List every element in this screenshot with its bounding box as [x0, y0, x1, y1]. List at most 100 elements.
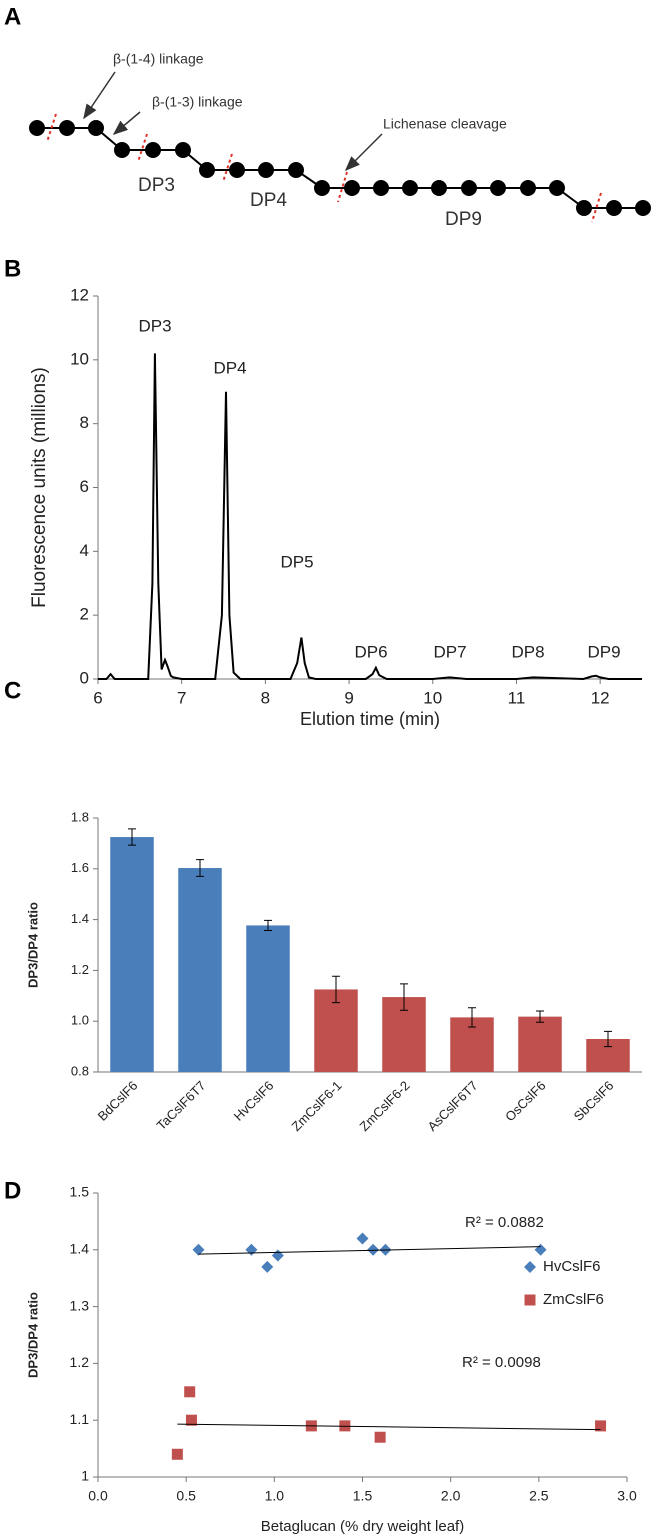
- x-axis-title: Betaglucan (% dry weight leaf): [261, 1518, 464, 1535]
- error-bar: [128, 828, 136, 846]
- point: [192, 1243, 205, 1256]
- peak-label: DP8: [511, 642, 544, 661]
- y-tick-label: 1: [81, 1468, 89, 1484]
- error-bar: [196, 859, 204, 877]
- peak-label: DP3: [138, 316, 171, 335]
- trendline: [198, 1246, 541, 1255]
- panel-letter: C: [4, 677, 21, 704]
- x-axis-title: Elution time (min): [300, 709, 440, 729]
- x-tick-label: OsCslF6: [502, 1078, 548, 1124]
- annotation: R² = 0.0882: [465, 1214, 544, 1231]
- y-tick-label: 1.4: [70, 1241, 90, 1257]
- x-tick-label: 9: [344, 688, 353, 707]
- peak-label: DP6: [354, 642, 387, 661]
- error-bar: [264, 919, 272, 932]
- label: DP9: [445, 209, 482, 230]
- panel: B 0 2 4 6 8 10 12 6 7 8 9 10 11 12 Fluorescence units (…: [4, 255, 642, 729]
- y-tick-label: 0: [80, 668, 89, 687]
- bar: [110, 837, 154, 1072]
- point: [356, 1232, 369, 1245]
- x-tick-label: HvCslF6: [231, 1078, 277, 1124]
- bar: [314, 989, 358, 1072]
- peak-label: DP7: [433, 642, 466, 661]
- x-tick-label: 2.0: [441, 1488, 461, 1504]
- x-tick-label: ZmCslF6-2: [356, 1078, 412, 1134]
- x-tick-label: ZmCslF6-1: [288, 1078, 344, 1134]
- point: [184, 1386, 196, 1398]
- y-axis-title: DP3/DP4 ratio: [25, 902, 40, 988]
- x-tick-label: BdCslF6: [95, 1078, 141, 1124]
- point: [534, 1243, 547, 1256]
- y-tick-label: 6: [80, 477, 89, 496]
- legend-label: ZmCslF6: [543, 1291, 604, 1308]
- panel-a: A β-(1-4) linkage β-(1-3) linkage Lichen…: [4, 3, 651, 230]
- trendline: [177, 1423, 601, 1431]
- peak-label: DP4: [213, 358, 246, 377]
- point: [367, 1243, 380, 1256]
- y-tick-label: 2: [80, 605, 89, 624]
- x-tick-label: 1.0: [265, 1488, 285, 1504]
- point: [245, 1243, 258, 1256]
- y-tick-label: 12: [70, 285, 89, 304]
- panel: D 1 1.1 1.2 1.3 1.4 1.5 0.0 0.5 1.0 1.5 2.0 2.5 3.0 DP…: [4, 1177, 637, 1535]
- y-tick-label: 1.2: [71, 962, 89, 977]
- label: DP4: [250, 190, 287, 211]
- x-tick-label: 0.0: [88, 1488, 108, 1504]
- peak-label: DP9: [587, 642, 620, 661]
- panel-letter: B: [4, 255, 21, 282]
- label: Lichenase cleavage: [383, 116, 507, 132]
- point: [374, 1431, 386, 1443]
- arrows: [83, 71, 383, 172]
- label: β-(1-3) linkage: [152, 94, 243, 110]
- line: [98, 353, 642, 681]
- y-axis-title: Fluorescence units (millions): [29, 367, 50, 608]
- bar: [246, 925, 290, 1072]
- x-tick-label: 10: [423, 688, 442, 707]
- point: [271, 1249, 284, 1262]
- legend-label: HvCslF6: [543, 1258, 601, 1275]
- error-bar: [604, 1030, 612, 1048]
- x-tick-label: AsCslF6T7: [424, 1078, 480, 1134]
- chain: [37, 127, 643, 209]
- bar: [178, 868, 222, 1072]
- y-tick-label: 8: [80, 413, 89, 432]
- x-tick-label: 6: [93, 688, 102, 707]
- y-tick-label: 1.1: [70, 1411, 90, 1427]
- x-tick-label: 2.5: [529, 1488, 549, 1504]
- y-tick-label: 0.8: [71, 1063, 89, 1078]
- legend-marker: [524, 1294, 536, 1306]
- cleavage-marks: [46, 113, 602, 223]
- bar: [518, 1016, 562, 1072]
- x-tick-label: TaCslF6T7: [153, 1078, 208, 1133]
- y-tick-label: 1.0: [71, 1013, 89, 1028]
- x-tick-label: 7: [177, 688, 186, 707]
- y-tick-label: 1.3: [70, 1297, 90, 1313]
- y-tick-label: 4: [80, 541, 89, 560]
- point: [595, 1420, 607, 1432]
- point: [185, 1414, 197, 1426]
- x-tick-label: 3.0: [617, 1488, 637, 1504]
- annotation: R² = 0.0098: [462, 1354, 541, 1371]
- x-tick-label: 8: [261, 688, 270, 707]
- legend-marker: [524, 1261, 536, 1273]
- panel-letter: A: [4, 3, 21, 30]
- error-bar: [332, 975, 340, 1004]
- label: DP3: [138, 175, 175, 196]
- x-tick-label: 12: [591, 688, 610, 707]
- y-tick-label: 1.6: [71, 860, 89, 875]
- peak-label: DP5: [280, 552, 313, 571]
- x-tick-label: 0.5: [176, 1488, 196, 1504]
- residues: [29, 120, 651, 216]
- y-tick-label: 1.2: [70, 1354, 90, 1370]
- y-tick-label: 1.4: [71, 911, 89, 926]
- x-tick-label: 11: [508, 688, 526, 707]
- panel: C 0.8 1.0 1.2 1.4 1.6 1.8 DP3/DP4 ratio BdCslF6 T…: [4, 677, 642, 1134]
- label: β-(1-4) linkage: [113, 51, 204, 67]
- panel-letter: D: [4, 1177, 21, 1204]
- error-bar: [400, 983, 408, 1011]
- error-bar: [536, 1010, 544, 1023]
- x-tick-label: 1.5: [353, 1488, 373, 1504]
- y-tick-label: 10: [70, 349, 89, 368]
- point: [171, 1448, 183, 1460]
